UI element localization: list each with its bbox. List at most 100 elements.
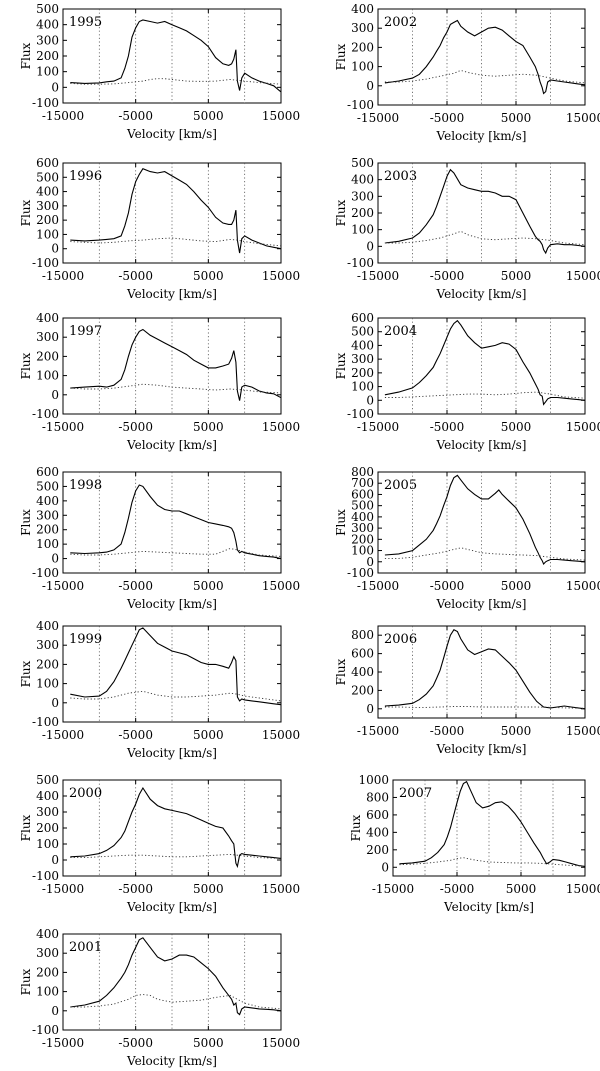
x-tick-label: -15000	[42, 1036, 84, 1050]
y-tick-label: 200	[351, 366, 374, 380]
y-tick-label: 100	[36, 985, 59, 999]
chart-panel-2000: -100 0 100 200 300 400 500 -15000 -5000 5000 15000…	[19, 773, 300, 914]
y-tick-label: 400	[36, 927, 59, 941]
y-tick-label: 500	[351, 325, 374, 339]
y-tick-label: 0	[51, 242, 59, 256]
y-tick-label: 200	[36, 213, 59, 227]
y-tick-label: 600	[36, 156, 59, 170]
y-tick-label: 200	[351, 206, 374, 220]
year-label: 1995	[69, 15, 102, 30]
spectrum-line	[70, 627, 281, 706]
y-axis-label: Flux	[19, 42, 33, 69]
x-axis-label: Velocity [km/s]	[436, 742, 527, 756]
y-tick-label: 100	[36, 677, 59, 691]
x-tick-label: -15000	[357, 269, 399, 283]
residual-line	[384, 69, 585, 84]
x-axis-label: Velocity [km/s]	[436, 438, 527, 452]
y-tick-label: 400	[351, 2, 374, 16]
year-label: 2001	[69, 940, 102, 955]
x-tick-label: -15000	[42, 728, 84, 742]
x-tick-label: 15000	[566, 420, 600, 434]
y-axis-label: Flux	[19, 352, 33, 379]
y-tick-label: 0	[366, 702, 374, 716]
y-tick-label: 400	[36, 18, 59, 32]
y-tick-label: 400	[36, 311, 59, 325]
x-tick-label: -5000	[118, 579, 153, 593]
x-tick-label: 5000	[501, 724, 532, 738]
x-tick-label: 15000	[566, 111, 600, 125]
x-axis-label: Velocity [km/s]	[436, 287, 527, 301]
y-tick-label: -100	[347, 98, 374, 112]
spectrum-line	[70, 484, 281, 560]
y-tick-label: -100	[32, 96, 59, 110]
x-tick-label: 15000	[262, 420, 300, 434]
x-tick-label: 15000	[566, 882, 600, 896]
y-tick-label: 400	[351, 173, 374, 187]
y-tick-label: 100	[351, 60, 374, 74]
x-tick-label: 15000	[262, 579, 300, 593]
y-tick-label: 200	[36, 349, 59, 363]
spectrum-line	[384, 19, 585, 95]
y-tick-label: 100	[36, 227, 59, 241]
y-tick-label: 0	[51, 696, 59, 710]
y-axis-label: Flux	[19, 968, 33, 995]
y-tick-label: -100	[347, 407, 374, 421]
y-tick-label: 800	[366, 790, 389, 804]
x-tick-label: 5000	[501, 269, 532, 283]
y-tick-label: 300	[36, 199, 59, 213]
x-tick-label: -5000	[118, 420, 153, 434]
x-tick-label: -15000	[42, 882, 84, 896]
y-tick-label: -100	[32, 407, 59, 421]
y-tick-label: 0	[381, 860, 389, 874]
spectrum-line	[384, 474, 585, 565]
x-tick-label: -15000	[357, 579, 399, 593]
x-tick-label: -5000	[430, 111, 465, 125]
y-tick-label: 0	[51, 552, 59, 566]
year-label: 2000	[69, 786, 102, 801]
y-tick-label: 100	[351, 380, 374, 394]
y-tick-label: -100	[32, 566, 59, 580]
y-tick-label: 400	[36, 494, 59, 508]
residual-line	[399, 857, 585, 867]
x-axis-label: Velocity [km/s]	[126, 746, 217, 760]
residual-line	[70, 548, 281, 557]
y-tick-label: 700	[351, 476, 374, 490]
y-tick-label: 0	[366, 239, 374, 253]
y-tick-label: 300	[351, 21, 374, 35]
year-label: 2003	[384, 169, 417, 184]
y-tick-label: 200	[36, 657, 59, 671]
x-axis-label: Velocity [km/s]	[126, 1054, 217, 1068]
y-tick-label: 600	[36, 465, 59, 479]
x-axis-label: Velocity [km/s]	[126, 127, 217, 141]
y-tick-label: 500	[36, 773, 59, 787]
residual-line	[70, 78, 281, 85]
x-tick-label: 5000	[501, 111, 532, 125]
x-tick-label: 5000	[193, 728, 224, 742]
y-tick-label: 200	[36, 49, 59, 63]
y-tick-label: 200	[351, 532, 374, 546]
x-axis-label: Velocity [km/s]	[126, 287, 217, 301]
y-tick-label: 0	[366, 555, 374, 569]
spectrum-line	[70, 786, 281, 869]
x-tick-label: -5000	[118, 109, 153, 123]
year-label: 1996	[69, 169, 102, 184]
spectrum-line	[70, 168, 281, 254]
y-tick-label: 200	[351, 683, 374, 697]
x-axis-label: Velocity [km/s]	[126, 438, 217, 452]
y-tick-label: 400	[351, 665, 374, 679]
spectrum-line	[399, 780, 585, 867]
x-axis-label: Velocity [km/s]	[436, 129, 527, 143]
y-tick-label: 300	[36, 946, 59, 960]
y-tick-label: 200	[351, 40, 374, 54]
spectrum-line	[384, 319, 585, 406]
y-tick-label: 300	[351, 521, 374, 535]
y-tick-label: 200	[36, 821, 59, 835]
x-tick-label: 5000	[501, 420, 532, 434]
chart-panel-2001: -100 0 100 200 300 400 -15000 -5000 5000 15000 Vel…	[19, 927, 300, 1068]
x-tick-label: 5000	[501, 579, 532, 593]
x-tick-label: -15000	[357, 111, 399, 125]
y-tick-label: 0	[51, 853, 59, 867]
